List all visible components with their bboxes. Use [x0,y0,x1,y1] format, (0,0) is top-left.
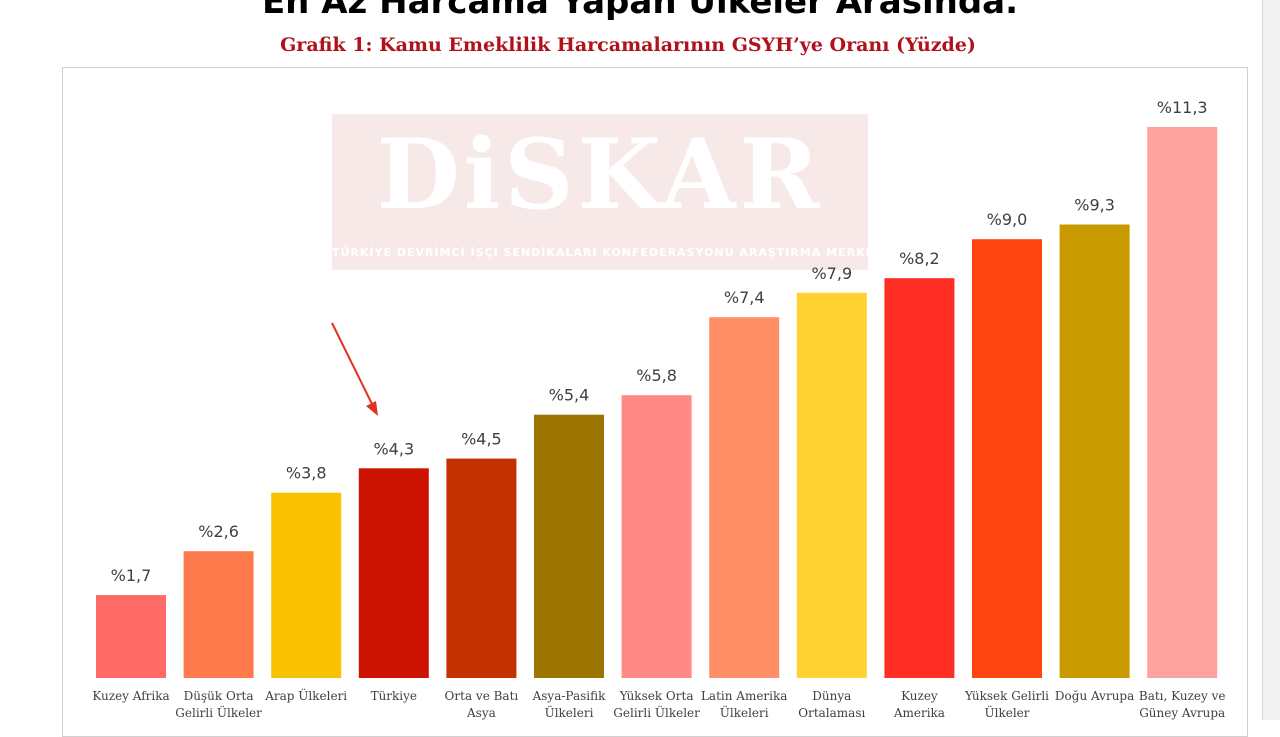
category-label-5-1: Ülkeleri [545,704,594,720]
category-label-4-1: Asya [466,706,496,720]
category-label-8-0: Dünya [812,689,851,703]
category-label-10-1: Ülkeler [985,704,1030,720]
bar-5 [534,414,604,678]
category-label-9-1: Amerika [893,706,945,720]
value-label-2: %3,8 [286,464,327,483]
highlight-arrow [331,322,378,416]
bar-8 [796,292,867,678]
category-label-7-1: Ülkeleri [720,704,769,720]
category-label-3-0: Türkiye [371,689,417,703]
category-label-4-0: Orta ve Batı [445,689,519,703]
bar-chart: %1,7 %2,6 %3,8 %4,3 %4,5 %5,4 %5,8 %7,4 %7,9 %8,2… [92,98,1225,720]
labels-layer: %1,7 %2,6 %3,8 %4,3 %4,5 %5,4 %5,8 %7,4 %7,9 %8,2… [111,98,1208,585]
bar-2 [271,492,342,678]
category-label-8-1: Ortalaması [798,706,865,720]
category-label-12-1: Güney Avrupa [1139,706,1225,720]
value-label-9: %8,2 [899,249,940,268]
category-label-1-1: Gelirli Ülkeler [175,704,262,720]
watermark-logo-text: DiSKAR [376,118,824,231]
bar-6 [621,395,692,678]
bar-3 [358,468,429,678]
value-label-4: %4,5 [461,430,502,449]
category-label-6-0: Yüksek Orta [619,689,694,703]
category-label-10-0: Yüksek Gelirli [964,689,1049,703]
value-label-11: %9,3 [1074,196,1115,215]
bar-4 [446,458,517,678]
page-edge-scrollbar [1262,0,1280,720]
value-label-12: %11,3 [1157,98,1208,117]
category-label-2-0: Arap Ülkeleri [264,687,347,703]
bar-9 [884,278,955,678]
page-heading: En Az Harcama Yapan Ülkeler Arasında. [261,0,1019,22]
category-label-6-1: Gelirli Ülkeler [613,704,700,720]
watermark-subtitle: TÜRKİYE DEVRİMCİ İŞÇİ SENDİKALARI KONFED… [332,246,889,259]
category-label-9-0: Kuzey [901,689,938,703]
bar-10 [972,239,1042,678]
value-label-6: %5,8 [636,366,677,385]
bar-11 [1059,224,1130,678]
value-label-8: %7,9 [811,264,852,283]
category-label-1-0: Düşük Orta [184,689,254,703]
bar-1 [183,551,254,678]
bar-12 [1147,127,1218,678]
value-label-0: %1,7 [111,566,152,585]
chart-title: Grafik 1: Kamu Emeklilik Harcamalarının … [280,34,976,56]
category-label-0-0: Kuzey Afrika [92,689,169,703]
bars-layer [96,127,1218,678]
watermark-logo: DiSKAR TÜRKİYE DEVRİMCİ İŞÇİ SENDİKALARI… [332,114,889,270]
category-label-12-0: Batı, Kuzey ve [1139,689,1226,703]
value-label-7: %7,4 [724,288,765,307]
value-label-1: %2,6 [198,522,239,541]
value-label-5: %5,4 [549,386,590,405]
value-label-10: %9,0 [987,210,1028,229]
category-label-7-0: Latin Amerika [701,689,787,703]
category-label-5-0: Asya-Pasifik [532,689,607,703]
bar-7 [709,317,780,678]
category-label-11-0: Doğu Avrupa [1055,689,1134,703]
value-label-3: %4,3 [373,439,414,458]
bar-0 [96,595,166,678]
